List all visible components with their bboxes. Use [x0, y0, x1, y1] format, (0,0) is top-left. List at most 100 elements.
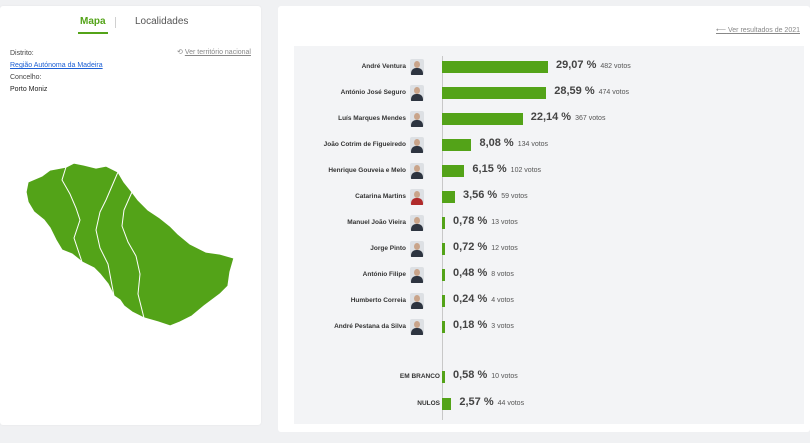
result-bar [442, 295, 445, 307]
result-row[interactable]: Catarina Martins 3,56 % 59 votos [294, 187, 804, 207]
county-label: Concelho: [10, 74, 42, 81]
result-row[interactable]: João Cotrim de Figueiredo 8,08 % 134 votos [294, 135, 804, 155]
results-panel: ⟵ Ver resultados de 2021 André Ventura 29… [278, 6, 810, 432]
result-percentage: 0,78 % 13 votos [453, 215, 518, 227]
map-parish-border [95, 171, 119, 297]
result-row[interactable]: NULOS 2,57 % 44 votos [294, 394, 804, 414]
percentage-value: 0,18 % [453, 319, 488, 331]
result-percentage: 0,18 % 3 votos [453, 319, 514, 331]
percentage-value: 0,58 % [453, 369, 488, 381]
percentage-value: 6,15 % [472, 163, 507, 175]
candidate-photo [410, 163, 424, 179]
candidate-name: Manuel João Vieira [347, 219, 406, 226]
result-percentage: 3,56 % 59 votos [463, 189, 528, 201]
active-tab-indicator [78, 32, 108, 34]
vote-count: 3 votos [491, 323, 514, 330]
candidate-photo [410, 215, 424, 231]
result-row[interactable]: António José Seguro 28,59 % 474 votos [294, 83, 804, 103]
result-bar [442, 269, 445, 281]
map-parish-border [121, 191, 145, 319]
candidate-photo [410, 241, 424, 257]
map-parish-border [61, 166, 83, 263]
result-percentage: 8,08 % 134 votos [479, 137, 548, 149]
candidate-name: António José Seguro [340, 89, 406, 96]
candidate-photo [410, 137, 424, 153]
result-row[interactable]: Humberto Correia 0,24 % 4 votos [294, 291, 804, 311]
result-percentage: 22,14 % 367 votos [531, 111, 606, 123]
result-row[interactable]: Jorge Pinto 0,72 % 12 votos [294, 239, 804, 259]
arrow-left-icon: ⟵ [716, 27, 727, 34]
candidate-photo [410, 293, 424, 309]
tab-localities[interactable]: Localidades [135, 16, 188, 27]
percentage-value: 0,48 % [453, 267, 488, 279]
candidate-name: Catarina Martins [355, 193, 406, 200]
percentage-value: 28,59 % [554, 85, 595, 97]
result-row[interactable]: André Ventura 29,07 % 482 votos [294, 57, 804, 77]
county-value: Porto Moniz [10, 86, 48, 93]
national-territory-link[interactable]: ⟲ Ver território nacional [177, 48, 251, 56]
result-bar [442, 139, 472, 151]
candidate-photo [410, 85, 424, 101]
national-territory-label: Ver território nacional [184, 49, 251, 56]
result-bar [442, 165, 465, 177]
tab-map[interactable]: Mapa [78, 16, 108, 34]
view-tabs: Mapa Localidades [0, 16, 261, 40]
district-link[interactable]: Região Autónoma da Madeira [10, 62, 103, 69]
reset-icon: ⟲ [176, 49, 183, 56]
percentage-value: 0,24 % [453, 293, 488, 305]
result-percentage: 2,57 % 44 votos [459, 396, 524, 408]
map-panel: Mapa Localidades Distrito: Região Autóno… [0, 6, 261, 425]
result-bar [442, 61, 548, 73]
result-bar [442, 217, 445, 229]
percentage-value: 29,07 % [556, 59, 597, 71]
vote-count: 367 votos [575, 115, 606, 122]
result-percentage: 0,72 % 12 votos [453, 241, 518, 253]
county-map[interactable] [20, 156, 242, 328]
candidate-name: André Pestana da Silva [334, 323, 406, 330]
vote-count: 474 votos [598, 89, 629, 96]
result-row[interactable]: Henrique Gouveia e Melo 6,15 % 102 votos [294, 161, 804, 181]
result-percentage: 28,59 % 474 votos [554, 85, 629, 97]
previous-results-label: Ver resultados de 2021 [728, 27, 800, 34]
result-row[interactable]: EM BRANCO 0,58 % 10 votos [294, 367, 804, 387]
vote-count: 13 votos [491, 219, 518, 226]
candidate-photo [410, 319, 424, 335]
result-percentage: 0,24 % 4 votos [453, 293, 514, 305]
results-chart: André Ventura 29,07 % 482 votos António Jos… [294, 46, 804, 424]
candidate-name: NULOS [417, 400, 440, 407]
result-bar [442, 191, 455, 203]
district-label: Distrito: [10, 50, 34, 57]
previous-results-link[interactable]: ⟵ Ver resultados de 2021 [716, 26, 800, 34]
candidate-name: João Cotrim de Figueiredo [323, 141, 406, 148]
candidate-photo [410, 59, 424, 75]
result-percentage: 29,07 % 482 votos [556, 59, 631, 71]
vote-count: 44 votos [497, 400, 525, 407]
result-row[interactable]: André Pestana da Silva 0,18 % 3 votos [294, 317, 804, 337]
chart-axis-line [442, 56, 443, 420]
result-percentage: 0,48 % 8 votos [453, 267, 514, 279]
candidate-name: Henrique Gouveia e Melo [328, 167, 406, 174]
location-info: Distrito: Região Autónoma da Madeira Con… [10, 48, 103, 96]
result-bar [442, 113, 523, 125]
percentage-value: 22,14 % [530, 111, 572, 123]
candidate-name: Luís Marques Mendes [338, 115, 406, 122]
vote-count: 482 votos [600, 63, 631, 70]
result-bar [442, 87, 547, 99]
tab-localities-label: Localidades [135, 16, 189, 27]
vote-count: 12 votos [491, 245, 518, 252]
result-bar [442, 371, 445, 383]
result-percentage: 6,15 % 102 votos [472, 163, 541, 175]
result-row[interactable]: Luís Marques Mendes 22,14 % 367 votos [294, 109, 804, 129]
result-row[interactable]: António Filipe 0,48 % 8 votos [294, 265, 804, 285]
candidate-photo [410, 189, 424, 205]
vote-count: 4 votos [491, 297, 514, 304]
vote-count: 10 votos [491, 373, 518, 380]
candidate-name: Humberto Correia [350, 297, 406, 304]
result-row[interactable]: Manuel João Vieira 0,78 % 13 votos [294, 213, 804, 233]
candidate-name: António Filipe [362, 271, 406, 278]
candidate-photo [410, 111, 424, 127]
result-bar [442, 321, 445, 333]
vote-count: 134 votos [517, 141, 549, 148]
candidate-name: Jorge Pinto [370, 245, 406, 252]
result-bar [442, 243, 445, 255]
